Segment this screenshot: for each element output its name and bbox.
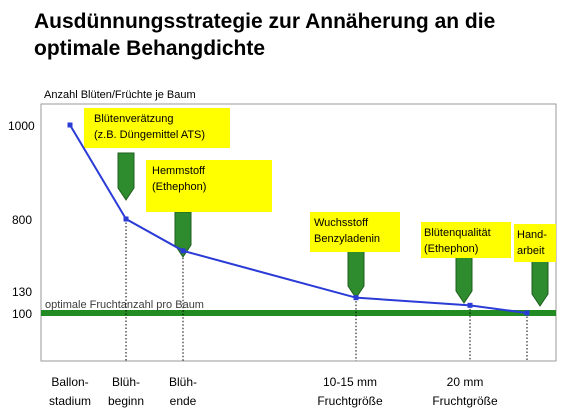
series-line [67,122,530,316]
x-tick-label: 20 mm [447,375,484,389]
annotation-text: Hand- [517,229,547,241]
y-tick-label: 130 [12,285,32,299]
annotation-text: (Ethephon) [152,181,206,193]
data-point [353,295,359,301]
annotation-text: Hemmstoff [152,165,206,177]
x-tick-label: ende [170,394,197,408]
annotation-box [421,222,511,258]
data-point [180,248,186,254]
down-arrow-icon [455,256,473,304]
y-axis-label: Anzahl Blüten/Früchte je Baum [44,89,196,101]
annotation-box [310,212,400,252]
y-tick-label: 100 [12,307,32,321]
annotation-box [514,224,556,262]
annotation-text: (Ethephon) [424,243,478,255]
annotation-box [84,108,230,148]
annotation-text: Benzyladenin [314,233,380,245]
slide-title: Ausdünnungsstrategie zur Annäherung an d… [34,10,496,60]
annotation-text: (z.B. Düngemittel ATS) [94,129,205,141]
y-tick-label: 1000 [8,119,35,133]
down-arrow-icon [347,250,365,299]
y-tick-label: 800 [12,213,32,227]
x-tick-label: Fruchtgröße [432,394,498,408]
annotation-boxes: Blütenverätzung (z.B. Düngemittel ATS) Hem… [84,108,556,262]
x-tick-label: Ballon- [51,375,88,389]
data-point [67,122,73,128]
data-point [467,302,473,308]
data-point [524,310,530,316]
x-tick-label: Fruchtgröße [317,394,383,408]
x-tick-label: Blüh- [169,375,197,389]
data-point [123,216,129,222]
annotation-text: Blütenverätzung [94,113,174,125]
stage-guides [125,219,528,361]
series-polyline [69,124,528,314]
annotation-text: Blütenqualität [424,227,491,239]
down-arrow-icon [117,152,135,201]
annotation-box [146,160,272,212]
x-tick-label: 10-15 mm [323,375,377,389]
x-axis-labels: Ballon-stadium Blüh-beginn Blüh-ende 10-15 … [49,375,498,408]
reference-band [41,310,556,316]
reference-line-label: optimale Fruchtanzahl pro Baum [45,299,204,311]
down-arrow-icon [531,260,549,307]
x-tick-label: stadium [49,394,91,408]
annotation-text: Wuchsstoff [314,217,369,229]
x-tick-label: Blüh- [112,375,140,389]
annotation-text: arbeit [517,245,545,257]
x-tick-label: beginn [108,394,144,408]
